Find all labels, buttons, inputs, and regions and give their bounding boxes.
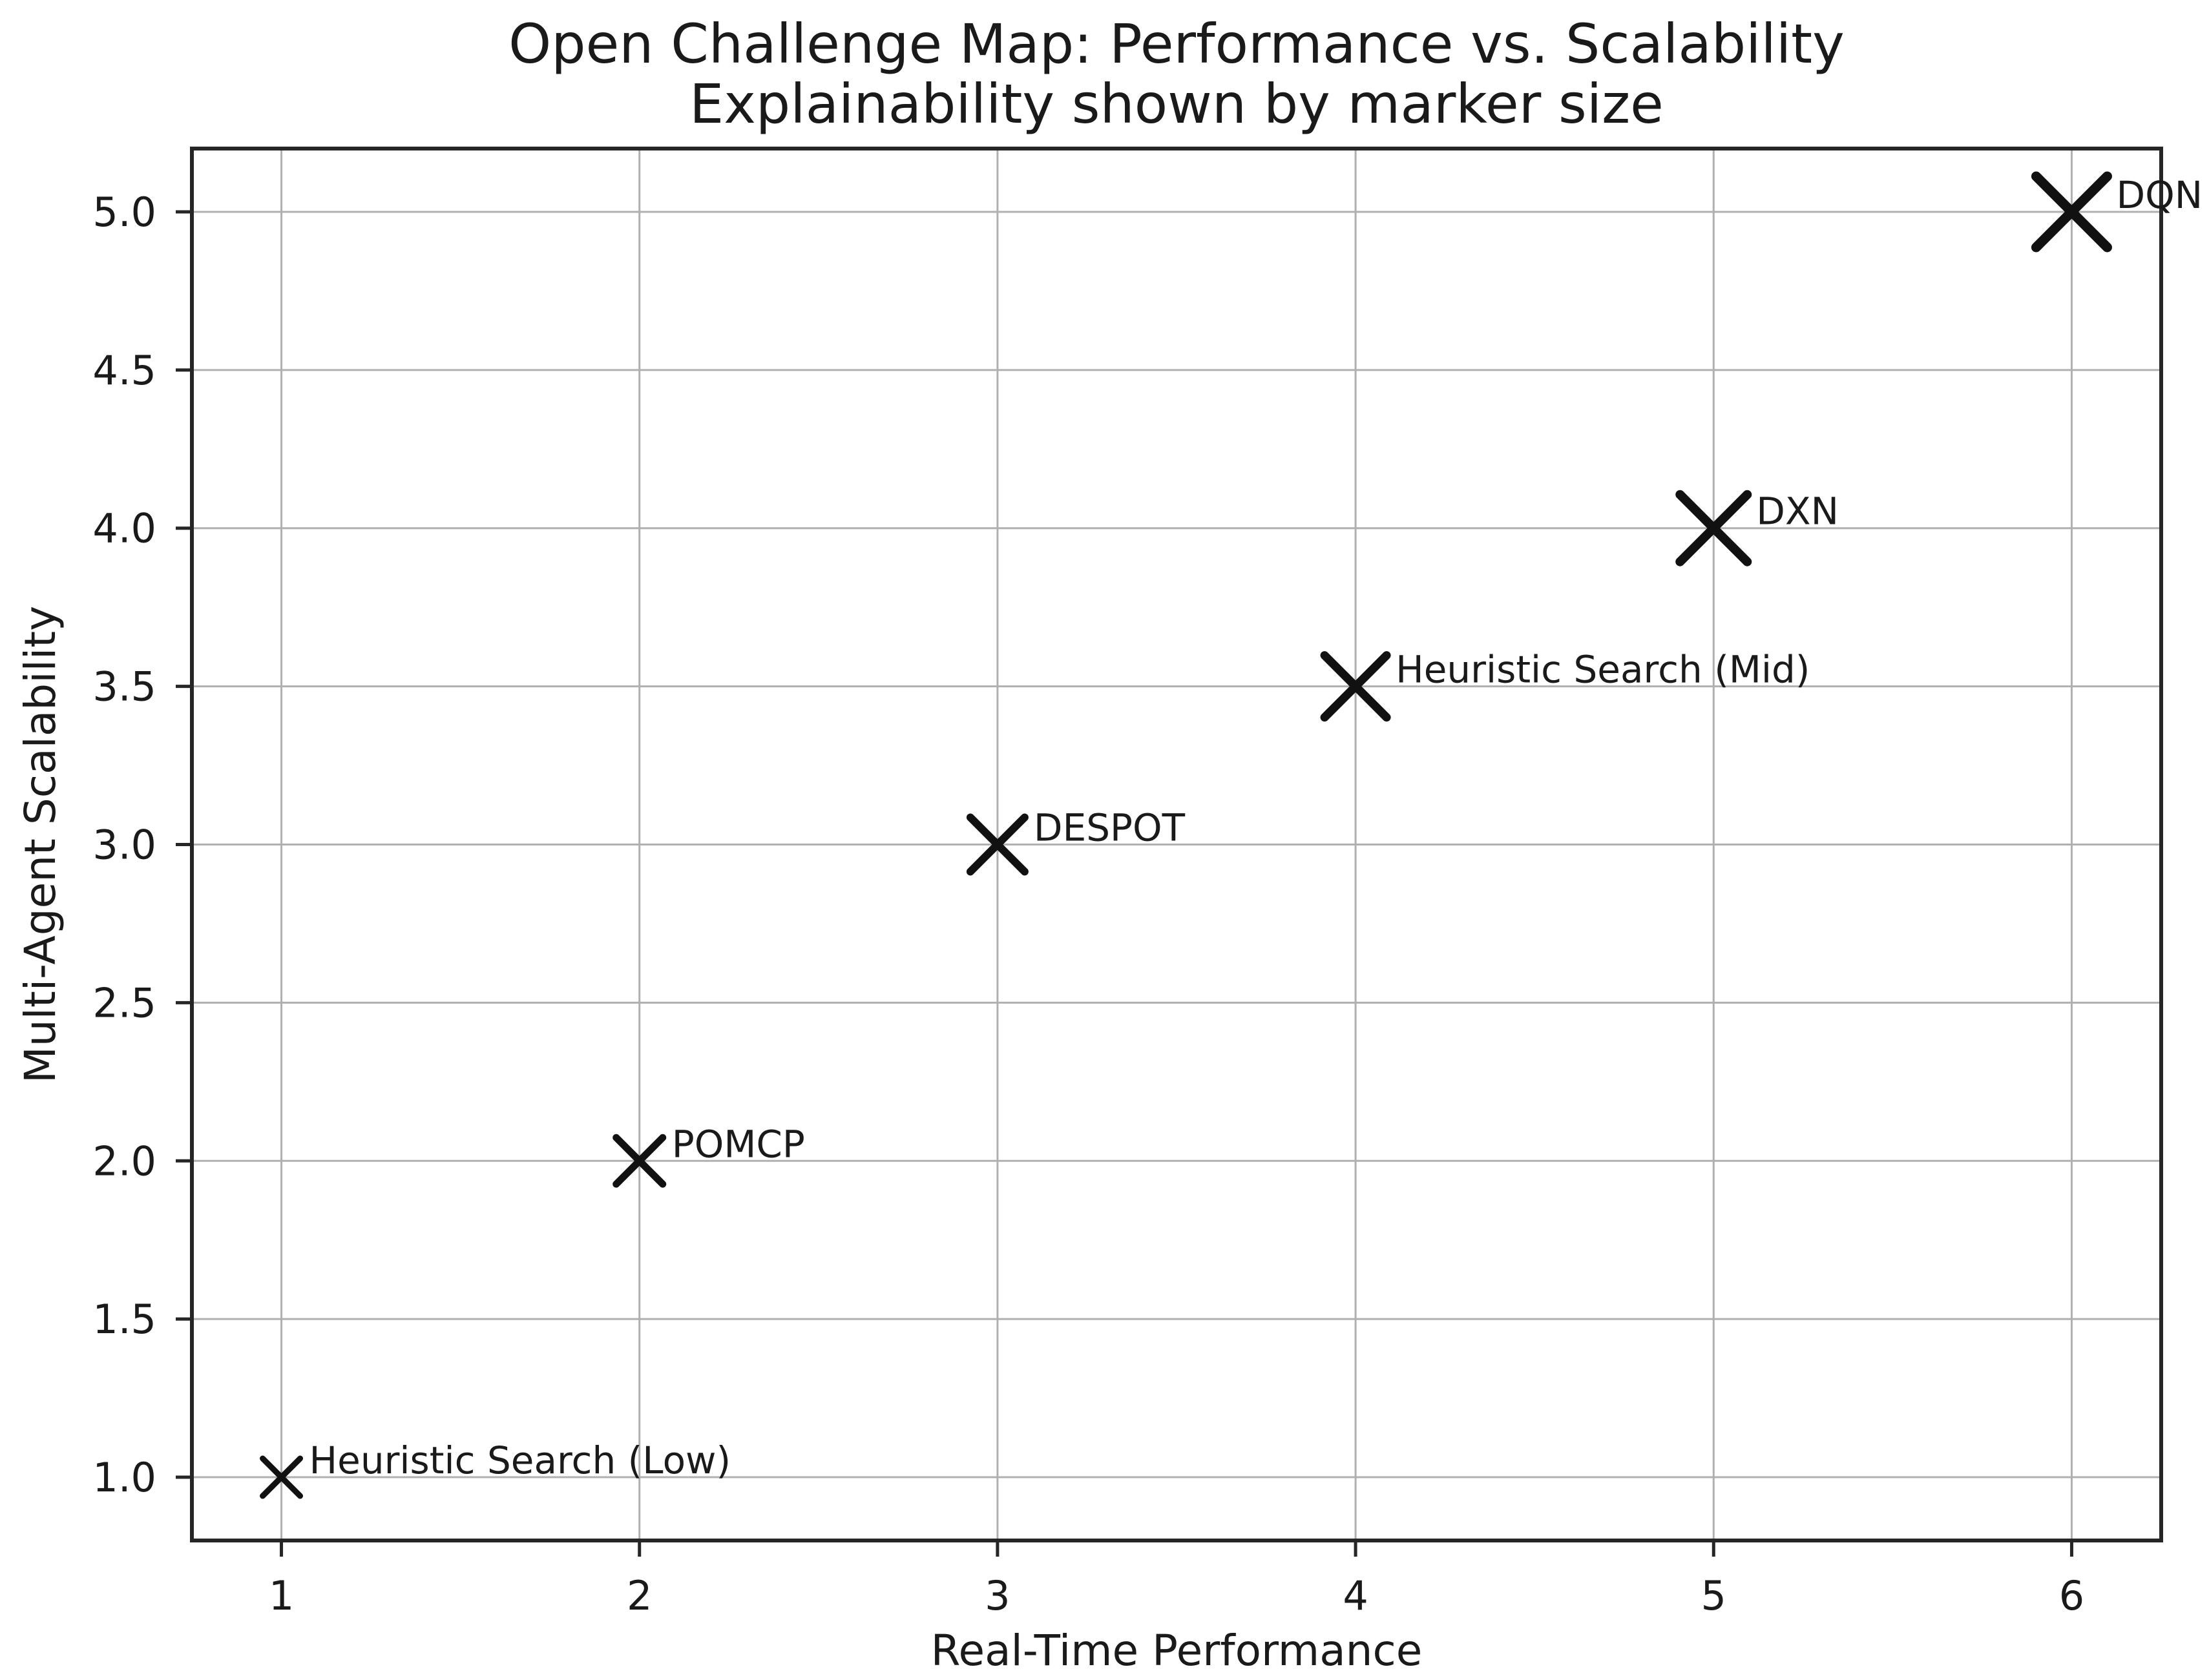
y-axis-label: Multi-Agent Scalability	[16, 606, 65, 1083]
x-tick-label: 4	[1343, 1572, 1368, 1619]
x-tick-label: 3	[985, 1572, 1010, 1619]
data-point-marker	[966, 813, 1029, 876]
data-point-label: POMCP	[672, 1122, 805, 1166]
x-axis-label: Real-Time Performance	[931, 1626, 1423, 1675]
data-point-marker	[1320, 651, 1391, 722]
data-point-marker	[612, 1134, 667, 1188]
y-tick-label: 1.5	[92, 1296, 156, 1343]
data-point-marker	[260, 1455, 304, 1499]
y-tick-label: 5.0	[92, 189, 156, 236]
data-point-label: Heuristic Search (Low)	[309, 1438, 731, 1482]
chart-subtitle: Explainability shown by marker size	[689, 72, 1664, 136]
data-point-label: DXN	[1756, 490, 1839, 534]
x-tick-label: 5	[1701, 1572, 1726, 1619]
data-point-label: Heuristic Search (Mid)	[1396, 648, 1810, 692]
x-tick-label: 2	[627, 1572, 652, 1619]
data-point-marker	[2031, 171, 2112, 253]
y-tick-label: 3.0	[92, 822, 156, 869]
x-tick-label: 6	[2059, 1572, 2084, 1619]
y-tick-label: 4.5	[92, 347, 156, 394]
y-tick-label: 1.0	[92, 1454, 156, 1501]
y-tick-label: 3.5	[92, 663, 156, 710]
y-tick-label: 2.0	[92, 1137, 156, 1185]
chart-title: Open Challenge Map: Performance vs. Scal…	[508, 12, 1845, 76]
x-tick-label: 1	[269, 1572, 294, 1619]
y-tick-label: 4.0	[92, 505, 156, 552]
data-point-label: DQN	[2116, 173, 2203, 217]
data-point-label: DESPOT	[1034, 806, 1186, 850]
data-point-marker	[1675, 490, 1752, 566]
y-tick-label: 2.5	[92, 979, 156, 1026]
